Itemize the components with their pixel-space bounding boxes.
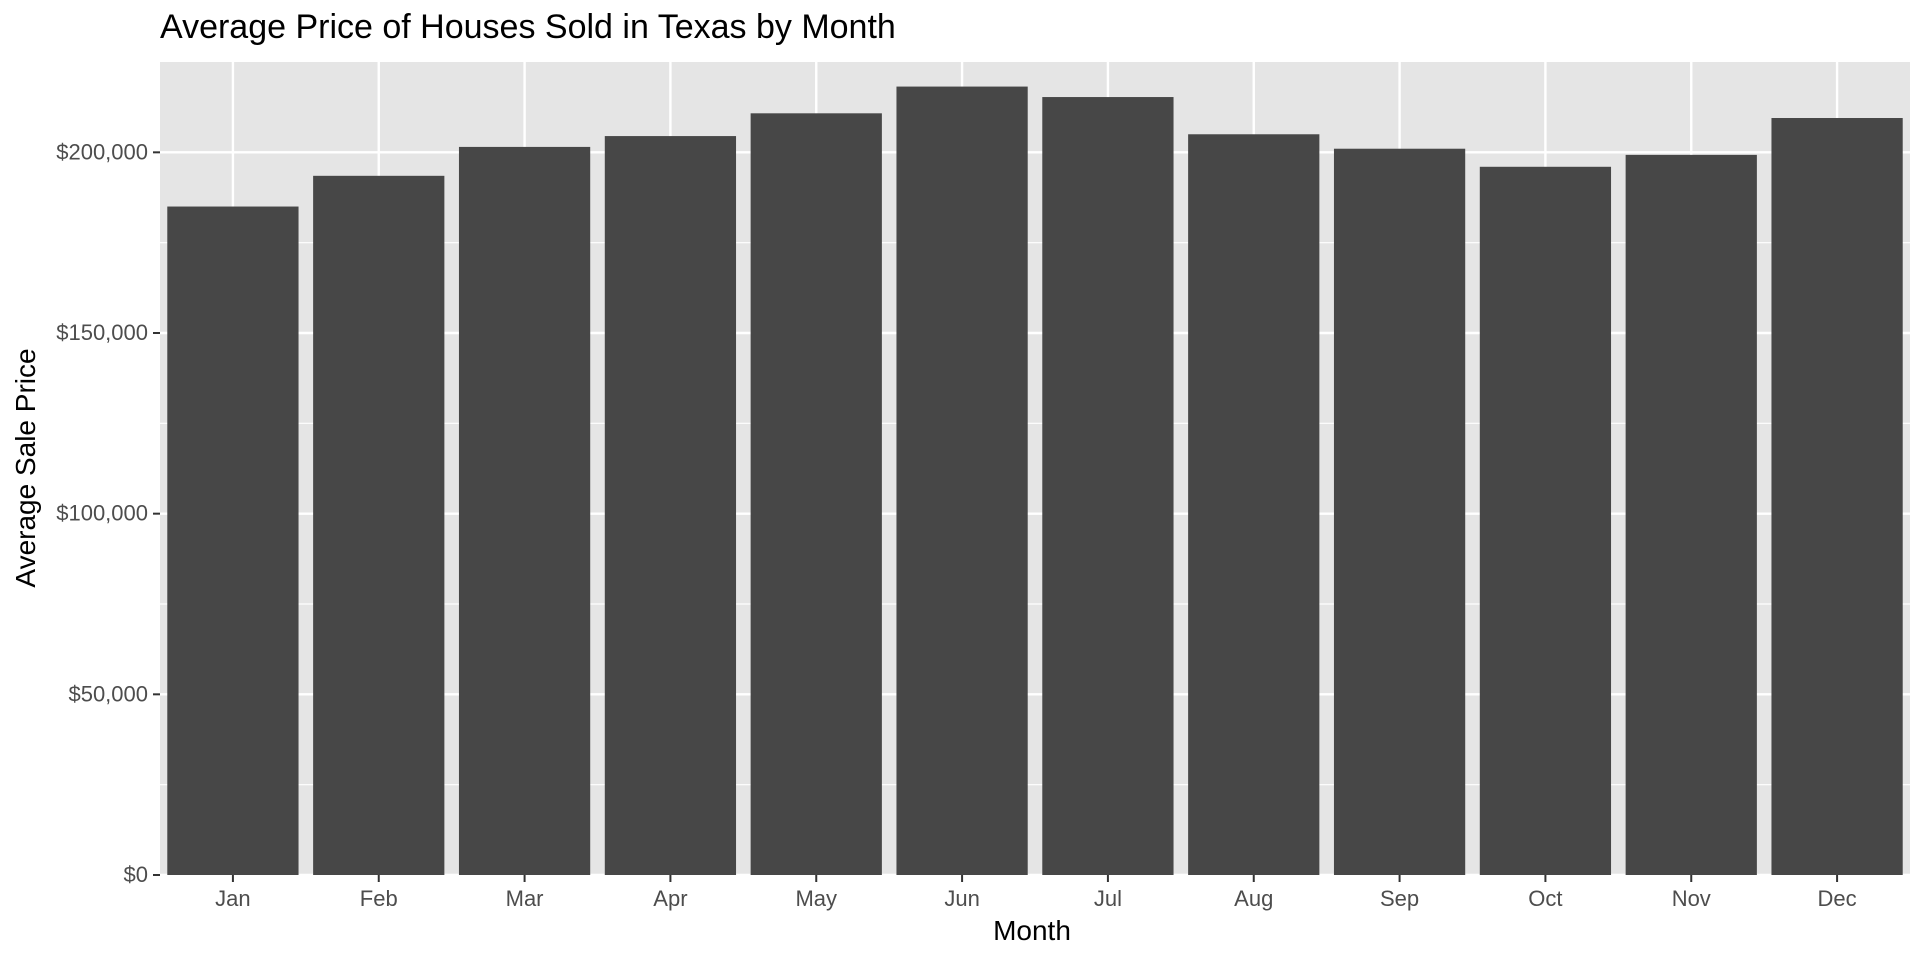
y-tick-label: $100,000 (56, 501, 148, 526)
x-axis: Jan Feb Mar Apr May Jun Jul Aug Sep Oct Nov Dec (215, 875, 1857, 911)
y-tick-label: $200,000 (56, 139, 148, 164)
grid-minor (160, 242, 1910, 786)
y-axis: $0 $50,000 $100,000 $150,000 $200,000 (56, 139, 160, 887)
bar-dec (1771, 118, 1903, 876)
x-tick-label: Mar (506, 886, 544, 911)
bar-sep (1333, 148, 1466, 876)
chart-title: Average Price of Houses Sold in Texas by… (160, 8, 896, 46)
x-tick-label: Oct (1528, 886, 1562, 911)
x-tick-label: Aug (1234, 886, 1273, 911)
x-tick-label: Dec (1818, 886, 1857, 911)
bar-apr (604, 136, 737, 875)
bar-nov (1625, 154, 1757, 875)
x-tick-label: Feb (360, 886, 398, 911)
x-tick-label: Jul (1094, 886, 1122, 911)
bar-jan (167, 206, 299, 876)
x-tick-label: Jun (944, 886, 979, 911)
x-tick-label: Nov (1672, 886, 1711, 911)
x-tick-label: May (795, 886, 837, 911)
bars (167, 86, 1903, 876)
y-tick-label: $0 (124, 862, 148, 887)
y-tick-label: $50,000 (68, 681, 148, 706)
bar-feb (313, 175, 445, 875)
bar-oct (1479, 166, 1612, 875)
bar-may (750, 113, 882, 876)
x-axis-title: Month (993, 915, 1071, 946)
plot-panel (160, 62, 1910, 875)
x-tick-label: Jan (215, 886, 250, 911)
bar-mar (458, 146, 591, 875)
bar-jul (1042, 97, 1174, 876)
x-tick-label: Sep (1380, 886, 1419, 911)
bar-jun (896, 86, 1028, 875)
x-tick-label: Apr (653, 886, 687, 911)
y-tick-label: $150,000 (56, 320, 148, 345)
y-axis-title: Average Sale Price (10, 348, 41, 587)
bar-aug (1188, 134, 1320, 875)
